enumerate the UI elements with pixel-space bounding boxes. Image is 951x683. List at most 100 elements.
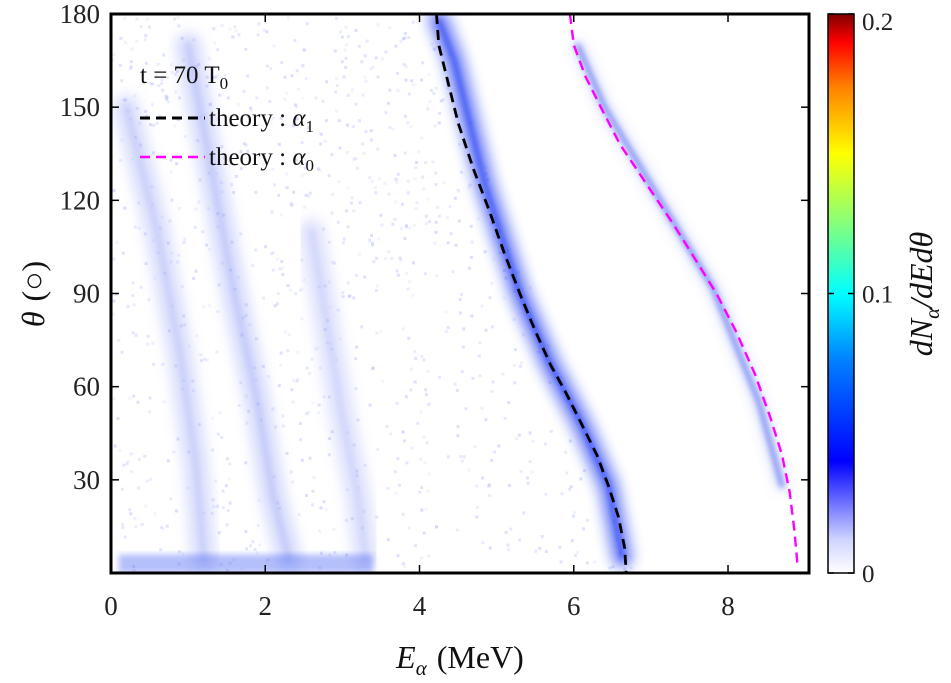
legend-sub-alpha0: 0 <box>305 156 314 175</box>
y-axis: 30 60 90 120 150 180 <box>60 0 809 495</box>
heat-speckle <box>371 243 375 247</box>
heat-speckle <box>404 65 408 69</box>
heat-speckle <box>423 461 427 465</box>
heat-speckle <box>374 56 378 60</box>
heat-speckle <box>426 489 430 493</box>
heat-speckle <box>416 421 420 425</box>
x-axis-label: Eα (MeV) <box>395 639 524 680</box>
heat-speckle <box>395 269 399 273</box>
heat-speckle <box>305 412 309 416</box>
heat-speckle <box>394 200 397 204</box>
heat-speckle <box>283 330 287 334</box>
heat-speckle <box>230 183 233 187</box>
heat-speckle <box>454 243 458 247</box>
heat-speckle <box>405 461 409 465</box>
heat-speckle <box>408 280 411 284</box>
heat-speckle <box>177 206 181 210</box>
heat-speckle <box>357 44 361 48</box>
heat-speckle <box>249 544 252 548</box>
heat-speckle <box>134 333 138 337</box>
heat-speckle <box>401 202 404 206</box>
heat-speckle <box>174 509 178 513</box>
heat-speckle <box>433 241 437 245</box>
heat-speckle <box>380 223 384 227</box>
heat-speckle <box>231 35 235 39</box>
heat-speckle <box>177 23 181 27</box>
heat-speckle <box>437 375 441 379</box>
heat-speckle <box>375 331 379 335</box>
heat-speckle <box>198 178 202 182</box>
heat-speckle <box>514 348 517 352</box>
heat-speckle <box>136 400 140 404</box>
heat-speckle <box>395 401 399 405</box>
heat-speckle <box>414 544 418 548</box>
heat-speckle <box>346 93 350 97</box>
heat-speckle <box>420 556 424 560</box>
heat-speckle <box>123 535 127 539</box>
heat-speckle <box>273 304 277 308</box>
heat-speckle <box>325 80 329 84</box>
heat-speckle <box>424 507 428 511</box>
heat-speckle <box>406 191 410 195</box>
heat-speckle <box>451 270 455 274</box>
legend-math-alpha0: α <box>292 144 306 171</box>
heat-speckle <box>364 130 368 134</box>
heat-speckle <box>210 416 214 420</box>
heat-speckle <box>336 308 340 312</box>
heat-speckle <box>224 484 228 488</box>
heat-speckle <box>327 453 331 457</box>
heat-speckle <box>354 273 358 277</box>
heat-speckle <box>387 192 391 196</box>
heat-speckle <box>279 116 283 120</box>
heat-speckle <box>358 201 362 205</box>
heat-speckle <box>227 477 231 481</box>
heat-speckle <box>419 410 423 414</box>
heat-speckle <box>414 357 417 360</box>
heat-speckle <box>293 39 297 43</box>
heat-speckle <box>237 404 241 407</box>
heat-speckle <box>276 292 280 296</box>
heat-speckle <box>311 503 315 507</box>
heat-speckle <box>379 329 383 333</box>
heat-speckle <box>134 525 138 529</box>
heat-speckle <box>442 181 446 185</box>
time-annotation: t = 70 T0 <box>140 62 228 93</box>
heat-speckle <box>120 350 124 354</box>
legend: theory : α1 theory : α0 <box>140 105 314 175</box>
heat-speckle <box>292 378 296 382</box>
heat-speckle <box>176 118 180 122</box>
heat-speckle <box>391 127 395 131</box>
heat-speckle <box>119 37 123 40</box>
heat-speckle <box>540 535 544 538</box>
heat-speckle <box>519 469 523 473</box>
heat-speckle <box>342 75 346 79</box>
heat-speckle <box>445 86 449 90</box>
heat-speckle <box>384 111 388 115</box>
heat-speckle <box>242 90 246 93</box>
heat-speckle <box>369 67 373 71</box>
heat-speckle <box>233 25 237 29</box>
heat-speckle <box>195 334 199 338</box>
heat-speckle <box>468 183 472 187</box>
heat-speckle <box>301 64 305 68</box>
heat-speckle <box>572 511 576 515</box>
heat-speckle <box>236 103 240 107</box>
heat-speckle <box>413 349 417 353</box>
heat-speckle <box>271 167 275 171</box>
heat-speckle <box>319 132 323 136</box>
heat-speckle <box>444 310 448 314</box>
heatmap-layer <box>111 14 786 573</box>
heat-speckle <box>360 60 364 64</box>
heat-speckle <box>300 317 304 321</box>
heat-speckle <box>254 190 258 194</box>
x-tick-label: 6 <box>567 591 581 621</box>
heat-speckle <box>137 458 141 462</box>
heat-speckle <box>456 434 460 438</box>
heat-speckle <box>126 305 130 308</box>
heat-speckle <box>490 390 494 393</box>
heat-speckle <box>488 494 492 498</box>
heat-speckle <box>453 196 457 200</box>
heat-speckle <box>404 78 408 82</box>
heat-speckle <box>435 525 438 529</box>
heat-speckle <box>144 262 148 266</box>
